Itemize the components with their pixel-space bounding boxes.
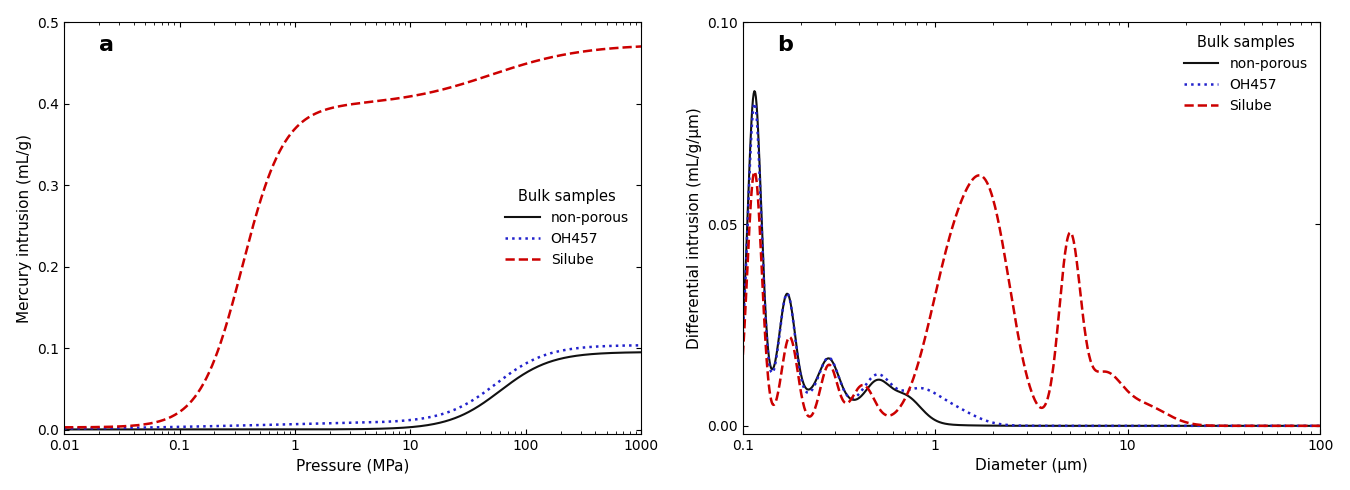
OH457	[771, 336, 787, 342]
Legend: non-porous, OH457, Silube: non-porous, OH457, Silube	[500, 184, 634, 272]
Silube	[55, 424, 72, 430]
Line: Silube: Silube	[743, 172, 1320, 426]
Text: a: a	[99, 34, 113, 54]
OH457	[734, 329, 751, 335]
OH457	[55, 426, 72, 432]
non-porous	[734, 323, 751, 329]
non-porous	[406, 424, 423, 430]
OH457	[633, 343, 649, 348]
non-porous	[1312, 423, 1328, 429]
Line: non-porous: non-porous	[63, 352, 641, 429]
Silube	[494, 68, 510, 74]
OH457	[1312, 423, 1328, 429]
Text: b: b	[778, 34, 794, 54]
Silube	[1233, 423, 1249, 429]
Line: OH457: OH457	[743, 103, 1320, 426]
Silube	[1312, 423, 1328, 429]
non-porous	[424, 421, 440, 427]
Silube	[747, 169, 763, 174]
Silube	[771, 385, 787, 391]
OH457	[494, 376, 510, 382]
non-porous	[494, 387, 510, 392]
Y-axis label: Differential intrusion (mL/g/μm): Differential intrusion (mL/g/μm)	[687, 107, 702, 349]
Line: non-porous: non-porous	[743, 91, 1320, 426]
Silube	[1173, 418, 1189, 424]
non-porous	[92, 426, 108, 432]
non-porous	[392, 425, 408, 431]
non-porous	[1071, 423, 1087, 429]
non-porous	[771, 334, 787, 340]
Silube	[406, 93, 423, 98]
OH457	[1071, 423, 1087, 429]
non-porous	[1233, 423, 1249, 429]
Y-axis label: Mercury intrusion (mL/g): Mercury intrusion (mL/g)	[16, 134, 31, 322]
Silube	[734, 352, 751, 358]
Silube	[1103, 371, 1119, 377]
non-porous	[747, 88, 763, 94]
Silube	[1085, 366, 1102, 371]
non-porous	[55, 426, 72, 432]
non-porous	[554, 356, 570, 362]
OH457	[1103, 423, 1119, 429]
Silube	[424, 89, 440, 95]
non-porous	[633, 349, 649, 355]
OH457	[424, 414, 440, 419]
Silube	[92, 424, 108, 430]
OH457	[1173, 423, 1189, 429]
OH457	[554, 348, 570, 354]
Line: Silube: Silube	[63, 47, 641, 427]
Silube	[554, 52, 570, 58]
OH457	[1085, 423, 1102, 429]
Silube	[1071, 276, 1087, 282]
non-porous	[1103, 423, 1119, 429]
OH457	[747, 100, 763, 106]
Line: OH457: OH457	[63, 345, 641, 429]
OH457	[1233, 423, 1249, 429]
X-axis label: Diameter (μm): Diameter (μm)	[975, 458, 1088, 473]
X-axis label: Pressure (MPa): Pressure (MPa)	[296, 458, 409, 473]
Silube	[392, 95, 408, 101]
non-porous	[1085, 423, 1102, 429]
non-porous	[1173, 423, 1189, 429]
OH457	[406, 416, 423, 422]
OH457	[92, 425, 108, 431]
Legend: non-porous, OH457, Silube: non-porous, OH457, Silube	[1179, 29, 1314, 118]
Silube	[633, 44, 649, 49]
OH457	[392, 418, 408, 424]
